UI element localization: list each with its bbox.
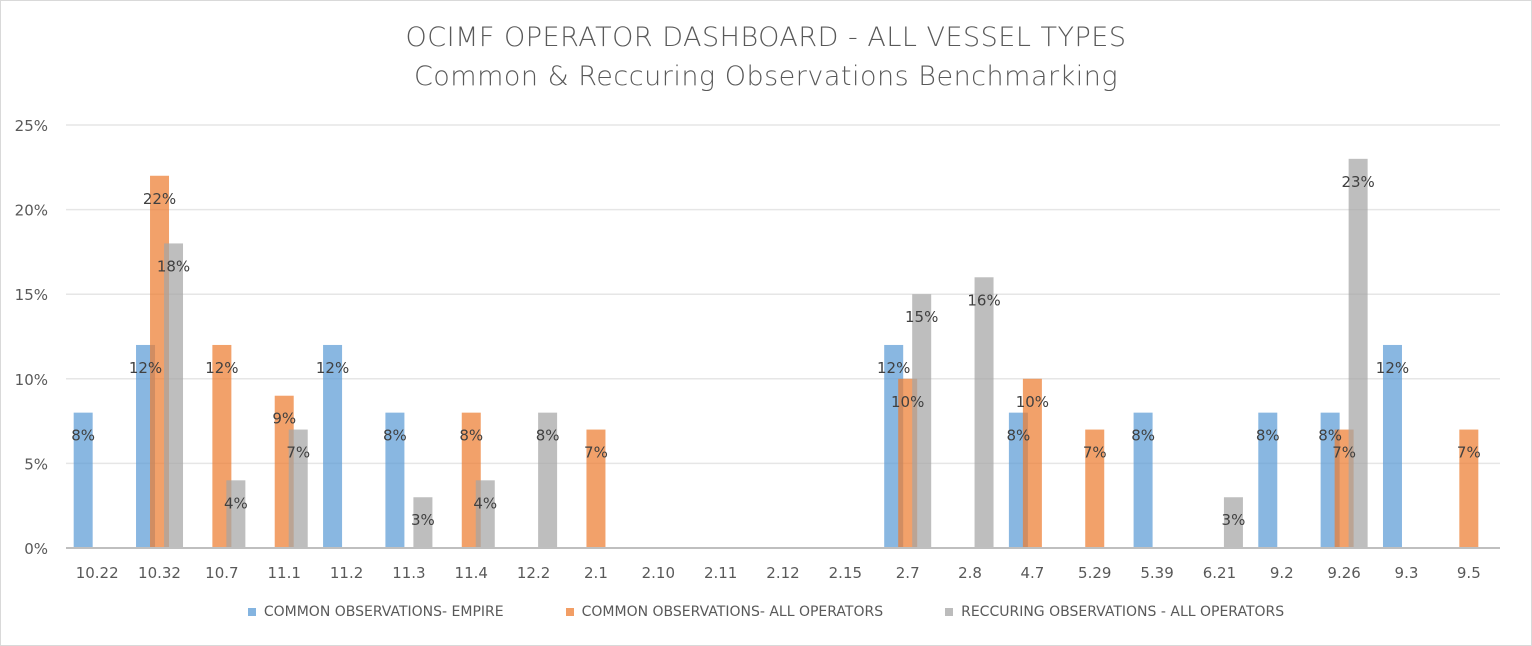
legend-label: COMMON OBSERVATIONS- EMPIRE: [263, 604, 504, 620]
bar-11.4-series-3: [475, 480, 495, 548]
x-tick-label: 11.4: [455, 564, 488, 582]
data-label: 18%: [157, 257, 190, 275]
legend-swatch: [565, 608, 574, 616]
data-label: 7%: [1332, 444, 1356, 462]
bar-11.1-series-3: [288, 429, 308, 548]
data-label: 15%: [905, 308, 938, 326]
x-tick-label: 2.8: [958, 564, 982, 582]
bar-9.5-series-2: [1459, 429, 1479, 548]
bar-11.2-series-1: [323, 344, 343, 548]
bar-4.7-series-2: [1022, 378, 1042, 548]
data-label: 12%: [205, 359, 238, 377]
bar-9.2-series-1: [1258, 412, 1278, 548]
bar-10.7-series-3: [226, 480, 246, 548]
data-label: 23%: [1341, 173, 1374, 191]
x-tick-label: 2.11: [704, 564, 737, 582]
x-tick-label: 11.1: [268, 564, 301, 582]
x-tick-label: 11.3: [392, 564, 425, 582]
data-label: 7%: [286, 444, 310, 462]
x-tick-label: 11.2: [330, 564, 363, 582]
y-tick-label: 10%: [15, 371, 48, 389]
x-tick-label: 2.12: [766, 564, 799, 582]
x-tick-label: 9.26: [1327, 564, 1360, 582]
x-tick-label: 4.7: [1020, 564, 1044, 582]
y-tick-label: 5%: [24, 455, 48, 473]
data-label: 8%: [536, 427, 560, 445]
bar-6.21-series-3: [1223, 497, 1243, 548]
data-label: 8%: [459, 427, 483, 445]
chart-title: OCIMF OPERATOR DASHBOARD - ALL VESSEL TY…: [405, 22, 1127, 53]
bar-11.3-series-3: [413, 497, 433, 548]
data-label: 7%: [1457, 444, 1481, 462]
bar-5.39-series-1: [1133, 412, 1153, 548]
data-label: 9%: [272, 410, 296, 428]
data-label: 8%: [1006, 427, 1030, 445]
legend-label: RECCURING OBSERVATIONS - ALL OPERATORS: [961, 604, 1285, 620]
chart-subtitle: Common & Reccuring Observations Benchmar…: [413, 61, 1119, 92]
data-label: 16%: [967, 291, 1000, 309]
legend-swatch: [945, 608, 954, 616]
bar-2.8-series-3: [974, 277, 994, 548]
y-tick-label: 15%: [15, 286, 48, 304]
x-tick-label: 10.32: [138, 564, 181, 582]
x-tick-label: 9.5: [1457, 564, 1481, 582]
x-tick-label: 2.15: [829, 564, 862, 582]
data-label: 3%: [1222, 511, 1246, 529]
data-label: 10%: [1016, 393, 1049, 411]
x-tick-label: 10.22: [76, 564, 119, 582]
legend-item-1: COMMON OBSERVATIONS- EMPIRE: [247, 604, 504, 620]
bar-10.22-series-1: [73, 412, 93, 548]
data-labels: 8%12% 12%8%12%8% 8% 8% 8%12%22%12%9%8%7%10% 1…: [71, 173, 1480, 529]
data-label: 7%: [584, 444, 608, 462]
bar-2.1-series-2: [586, 429, 606, 548]
bar-10.32-series-3: [164, 243, 184, 548]
data-label: 8%: [1131, 427, 1155, 445]
y-axis-ticks: 0% 5% 10% 15% 20% 25%: [15, 117, 48, 558]
x-tick-label: 5.29: [1078, 564, 1111, 582]
data-label: 3%: [411, 511, 435, 529]
data-label: 10%: [891, 393, 924, 411]
data-label: 22%: [143, 190, 176, 208]
bars: [73, 158, 1479, 548]
data-label: 4%: [473, 494, 497, 512]
data-label: 4%: [224, 494, 248, 512]
legend-item-2: COMMON OBSERVATIONS- ALL OPERATORS: [565, 604, 884, 620]
x-tick-label: 2.10: [642, 564, 675, 582]
legend-label: COMMON OBSERVATIONS- ALL OPERATORS: [581, 604, 884, 620]
x-axis-ticks: 10.22 10.32 10.7 11.1 11.2 11.3 11.4 12.2 2.1 2.1…: [76, 564, 1481, 582]
legend-item-3: RECCURING OBSERVATIONS - ALL OPERATORS: [945, 604, 1284, 620]
data-label: 12%: [877, 359, 910, 377]
data-label: 8%: [71, 427, 95, 445]
x-tick-label: 10.7: [205, 564, 238, 582]
data-label: 8%: [1256, 427, 1280, 445]
data-label: 8%: [383, 427, 407, 445]
bar-9.26-series-3: [1348, 158, 1368, 548]
data-label: 12%: [129, 359, 162, 377]
x-tick-label: 9.2: [1270, 564, 1294, 582]
data-label: 12%: [316, 359, 349, 377]
chart-legend: COMMON OBSERVATIONS- EMPIRE COMMON OBSERV…: [0, 604, 1532, 620]
bar-12.2-series-3: [538, 412, 558, 548]
x-tick-label: 5.39: [1140, 564, 1173, 582]
bar-9.3-series-1: [1382, 344, 1402, 548]
data-label: 12%: [1376, 359, 1409, 377]
x-tick-label: 2.7: [896, 564, 920, 582]
x-tick-label: 12.2: [517, 564, 550, 582]
y-tick-label: 25%: [15, 117, 48, 135]
data-label: 8%: [1318, 427, 1342, 445]
x-tick-label: 6.21: [1203, 564, 1236, 582]
y-tick-label: 0%: [24, 540, 48, 558]
bar-2.7-series-3: [912, 294, 932, 548]
bar-11.3-series-1: [385, 412, 405, 548]
y-tick-label: 20%: [15, 202, 48, 220]
x-tick-label: 2.1: [584, 564, 608, 582]
x-tick-label: 9.3: [1395, 564, 1419, 582]
legend-swatch: [247, 608, 256, 616]
bar-5.29-series-2: [1085, 429, 1105, 548]
data-label: 7%: [1083, 444, 1107, 462]
